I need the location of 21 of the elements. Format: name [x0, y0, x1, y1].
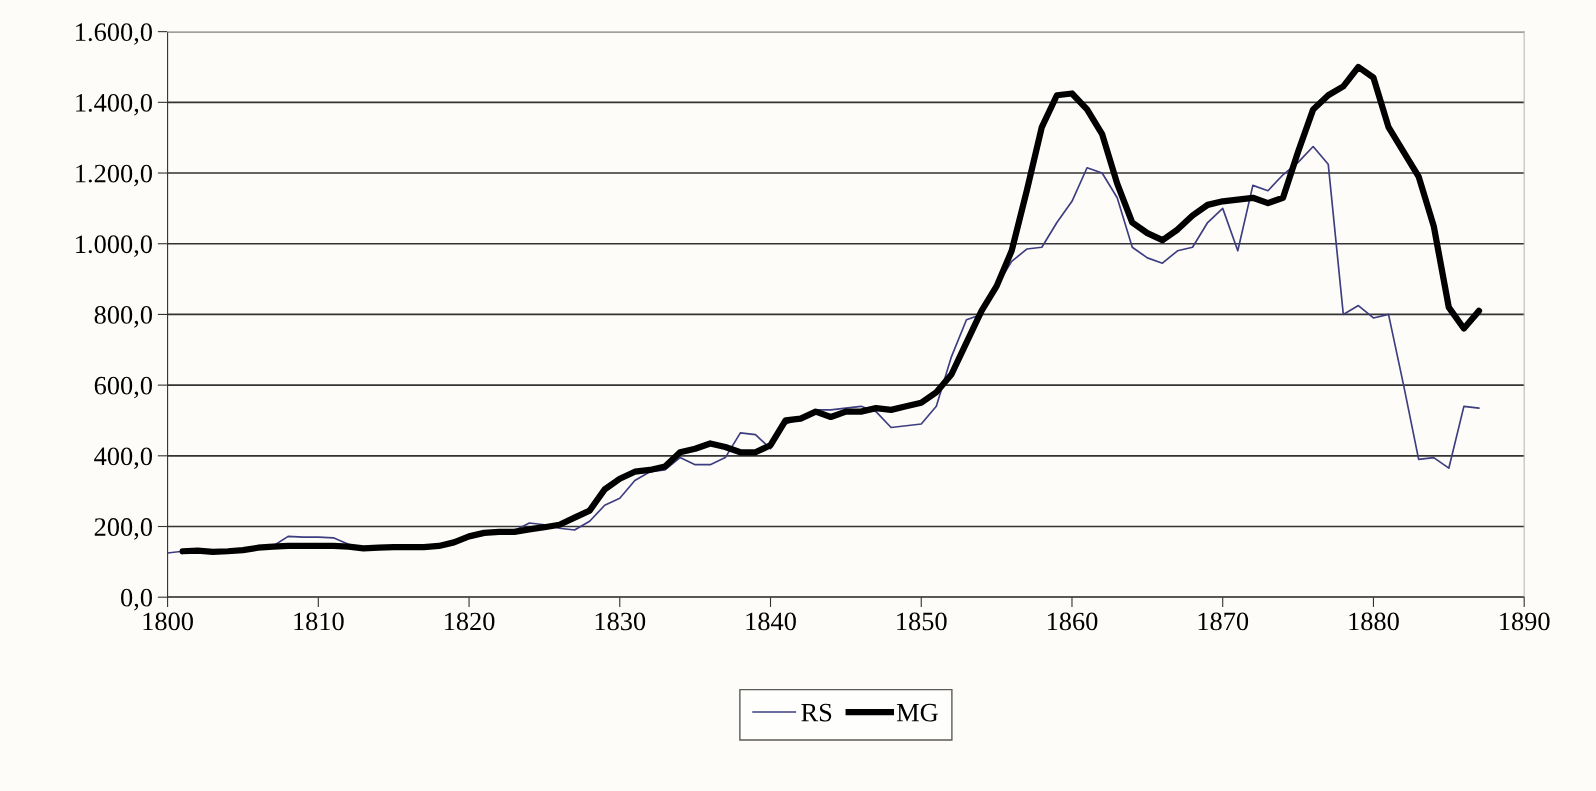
y-tick-label: 400,0	[94, 447, 152, 470]
legend-label: RS	[801, 703, 832, 722]
x-tick-label: 1810	[294, 612, 344, 631]
y-tick-label: 600,0	[94, 376, 152, 399]
y-tick-label: 1.400,0	[76, 93, 152, 116]
y-tick-label: 1.200,0	[76, 164, 152, 187]
x-tick-label: 1850	[897, 612, 947, 631]
x-tick-label: 1820	[444, 612, 495, 631]
x-tick-label: 1800	[143, 612, 193, 631]
x-tick-label: 1870	[1198, 612, 1249, 631]
x-tick-label: 1840	[746, 612, 796, 631]
y-tick-label: 1.000,0	[76, 235, 152, 257]
y-tick-label: 0,0	[121, 588, 152, 611]
legend-label: MG	[896, 703, 938, 722]
x-tick-label: 1830	[595, 612, 646, 631]
x-tick-label: 1890	[1500, 612, 1550, 631]
y-tick-label: 200,0	[94, 518, 152, 540]
y-tick-label: 800,0	[94, 306, 152, 328]
x-tick-label: 1880	[1349, 612, 1399, 631]
y-tick-label: 1.600,0	[76, 23, 152, 45]
x-tick-label: 1860	[1047, 612, 1098, 631]
